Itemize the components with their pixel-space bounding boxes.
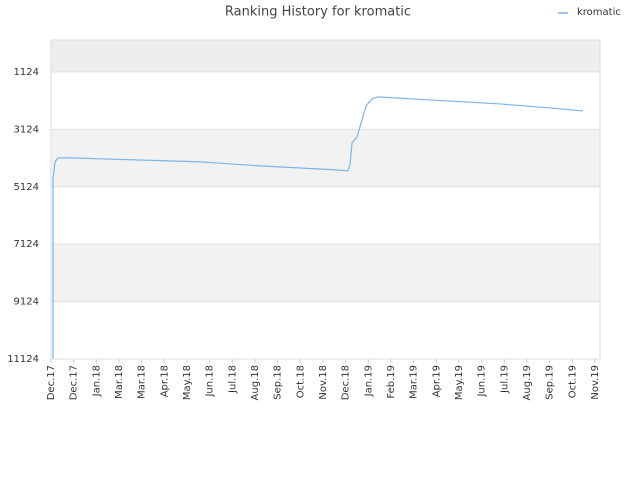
x-tick-label: Dec.18 — [341, 365, 352, 400]
x-tick-label: Jan.18 — [91, 365, 102, 397]
x-tick-label: Mar.18 — [137, 365, 148, 399]
x-tick-label: Nov.19 — [590, 365, 601, 400]
y-tick-label: 3124 — [14, 124, 39, 135]
y-tick-label: 11124 — [7, 354, 39, 365]
x-tick-label: Aug.18 — [250, 365, 261, 400]
x-tick-label: Jun.18 — [205, 365, 216, 398]
band — [51, 40, 600, 72]
x-tick-label: Dec.17 — [69, 365, 80, 400]
y-tick-label: 7124 — [14, 239, 39, 250]
x-tick-label: Mar.19 — [409, 365, 420, 399]
x-tick-label: Nov.18 — [318, 365, 329, 400]
plot-border — [50, 39, 601, 360]
x-tick-label: Aug.19 — [522, 365, 533, 400]
x-tick-label: Oct.18 — [295, 365, 306, 398]
x-tick-label: May.18 — [182, 365, 193, 400]
x-tick-label: Mar.18 — [114, 365, 125, 399]
band — [51, 244, 600, 302]
x-tick-label: Apr.19 — [431, 365, 442, 397]
x-tick-label: Sep.18 — [273, 365, 284, 400]
chart-title: Ranking History for kromatic — [225, 5, 411, 20]
x-tick-label: Sep.19 — [545, 365, 556, 400]
y-tick-label: 1124 — [14, 67, 39, 78]
x-tick-label: May.19 — [454, 365, 465, 400]
x-tick-label: Dec.17 — [46, 365, 57, 400]
x-tick-label: Jul.18 — [227, 365, 238, 394]
x-tick-label: Oct.19 — [567, 365, 578, 398]
x-tick-label: Apr.18 — [159, 365, 170, 397]
line — [52, 96, 584, 359]
x-tick-label: Jun.19 — [477, 365, 488, 398]
band — [51, 129, 600, 187]
legend-label: kromatic — [577, 7, 621, 18]
x-tick-label: Jan.19 — [363, 365, 374, 397]
y-tick-label: 9124 — [14, 297, 39, 308]
x-tick-label: Jul.19 — [499, 365, 510, 394]
x-tick-label: Feb.19 — [386, 365, 397, 399]
y-tick-label: 5124 — [14, 182, 39, 193]
